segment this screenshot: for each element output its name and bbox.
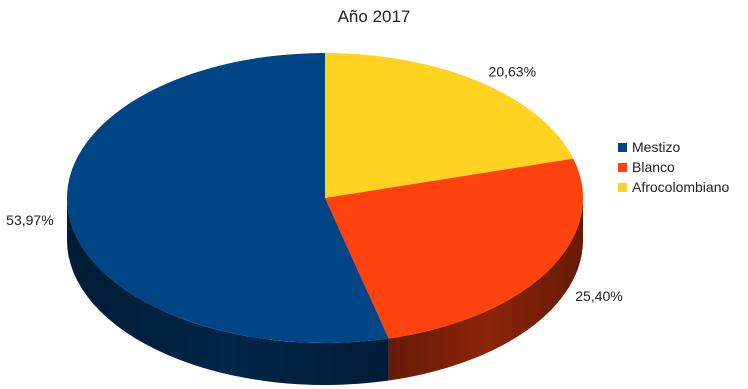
pie-slice-blanco xyxy=(325,158,583,339)
legend-swatch-afrocolombiano xyxy=(618,182,627,192)
pie-depth-walls xyxy=(67,198,583,385)
pie-slice-mestizo xyxy=(66,52,389,343)
legend-swatch-blanco xyxy=(618,162,627,172)
legend-item-mestizo: Mestizo xyxy=(618,137,729,157)
data-label-blanco: 25,40% xyxy=(575,288,622,304)
chart-legend: Mestizo Blanco Afrocolombiano xyxy=(618,137,729,197)
pie-slices xyxy=(66,52,583,343)
legend-item-afrocolombiano: Afrocolombiano xyxy=(618,177,729,197)
pie-data-labels: 20,63% 25,40% 53,97% xyxy=(6,64,623,305)
legend-label-afrocolombiano: Afrocolombiano xyxy=(632,179,730,195)
legend-label-mestizo: Mestizo xyxy=(632,139,681,155)
legend-label-blanco: Blanco xyxy=(632,159,675,175)
pie-wall-shade-mestizo xyxy=(67,198,389,385)
pie-wall-shade-blanco xyxy=(388,198,583,381)
chart-title: Año 2017 xyxy=(337,7,411,26)
data-label-afrocolombiano: 20,63% xyxy=(489,64,536,80)
pie-slice-afrocolombiano xyxy=(325,53,574,198)
data-label-mestizo: 53,97% xyxy=(6,212,53,228)
legend-item-blanco: Blanco xyxy=(618,157,729,177)
legend-swatch-mestizo xyxy=(618,142,627,152)
